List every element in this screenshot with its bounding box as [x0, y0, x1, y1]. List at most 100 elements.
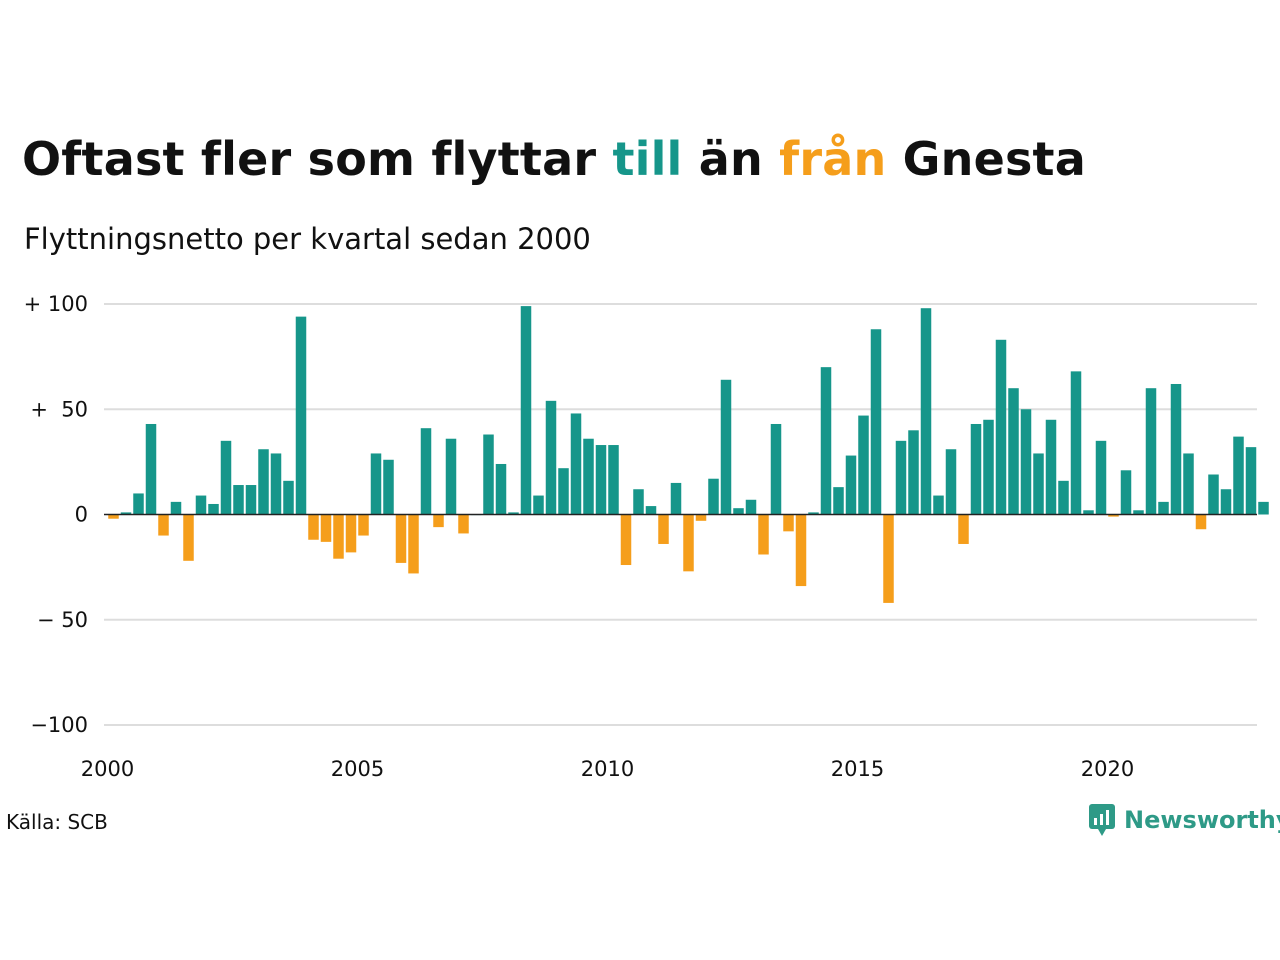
bar-2005Q3 [383, 459, 394, 515]
bar-2006Q2 [420, 428, 432, 515]
bar-2005Q4 [395, 514, 407, 563]
bar-2011Q4 [695, 514, 707, 521]
bar-2016Q1 [908, 430, 919, 515]
bar-2018Q4 [1045, 419, 1057, 515]
bar-2012Q4 [745, 499, 757, 515]
title-positive-word: till [612, 132, 683, 186]
chart-title: Oftast fler som flyttar till än från Gne… [22, 132, 1086, 186]
bar-2015Q3 [883, 514, 894, 603]
bar-2001Q1 [158, 514, 169, 536]
bar-2016Q2 [920, 308, 932, 515]
newsworthy-logo-icon [1089, 804, 1115, 836]
bar-2001Q2 [170, 501, 182, 515]
y-tick-label: − 50 [37, 608, 88, 632]
bar-2009Q2 [570, 413, 582, 515]
brand-name: Newsworthy [1124, 806, 1280, 834]
bar-2015Q1 [858, 415, 869, 515]
bar-2000Q2 [120, 512, 132, 515]
bar-2008Q2 [520, 306, 532, 515]
bar-2013Q4 [795, 514, 807, 587]
bar-2003Q2 [270, 453, 282, 515]
bar-2013Q2 [770, 423, 782, 515]
chart-subtitle: Flyttningsnetto per kvartal sedan 2000 [24, 222, 591, 256]
bar-2021Q3 [1183, 453, 1194, 515]
bar-2009Q3 [583, 438, 594, 515]
bar-2021Q2 [1170, 383, 1182, 515]
bar-2000Q4 [145, 423, 157, 515]
bar-2009Q1 [558, 468, 569, 515]
bar-2006Q3 [433, 514, 444, 528]
bar-2004Q1 [308, 514, 319, 540]
bar-2019Q1 [1058, 480, 1069, 515]
gridlines [104, 303, 1257, 726]
bar-2021Q4 [1195, 514, 1207, 530]
source-note: Källa: SCB [6, 810, 108, 834]
title-part-1: Oftast fler som flyttar [22, 132, 613, 186]
bar-2008Q1 [508, 512, 519, 515]
bar-2022Q2 [1220, 489, 1232, 515]
bar-2002Q3 [233, 485, 244, 515]
bar-2018Q3 [1033, 453, 1044, 515]
x-tick-label: 2000 [81, 757, 134, 781]
bars [108, 306, 1269, 603]
x-tick-label: 2010 [581, 757, 634, 781]
y-tick-label: −100 [30, 713, 88, 737]
bar-2000Q3 [133, 493, 144, 515]
bar-2004Q4 [345, 514, 357, 553]
bar-2018Q2 [1020, 409, 1032, 515]
bar-2003Q1 [258, 449, 269, 515]
bar-2003Q4 [295, 316, 307, 515]
bar-2015Q4 [895, 440, 907, 515]
bar-2020Q3 [1133, 510, 1144, 515]
bar-2000Q1 [108, 514, 119, 519]
y-axis-ticks: + 100 + 50 0 − 50 −100 [24, 292, 88, 737]
bar-2006Q4 [445, 438, 457, 515]
title-negative-word: från [779, 132, 887, 186]
bar-chart: + 100 + 50 0 − 50 −100 2000 2005 2010 2015 2020 [24, 292, 1269, 781]
bar-2007Q3 [483, 434, 494, 515]
bar-2012Q1 [708, 478, 719, 515]
bar-2022Q1 [1208, 474, 1219, 515]
bar-2012Q2 [720, 379, 732, 515]
x-tick-label: 2020 [1081, 757, 1134, 781]
bar-2005Q2 [370, 453, 382, 515]
bar-2008Q3 [533, 495, 544, 515]
bar-2018Q1 [1008, 388, 1019, 515]
bar-2012Q3 [733, 508, 744, 515]
bar-2013Q1 [758, 514, 769, 555]
bar-2017Q2 [970, 423, 982, 515]
x-tick-label: 2005 [331, 757, 384, 781]
bar-2011Q1 [658, 514, 669, 544]
bar-2022Q4 [1245, 447, 1257, 515]
x-axis-ticks: 2000 2005 2010 2015 2020 [81, 757, 1134, 781]
bar-2001Q4 [195, 495, 207, 515]
bar-2009Q4 [595, 445, 607, 515]
x-tick-label: 2015 [831, 757, 884, 781]
bar-2017Q4 [995, 339, 1007, 515]
bar-2014Q4 [845, 455, 857, 515]
bar-2010Q3 [633, 489, 644, 515]
bar-2022Q3 [1233, 436, 1244, 515]
bar-2013Q3 [783, 514, 794, 532]
bar-2010Q2 [620, 514, 632, 566]
bar-2002Q1 [208, 503, 219, 515]
bar-2001Q3 [183, 514, 194, 561]
bar-2014Q1 [808, 512, 819, 515]
title-part-2: än [682, 132, 780, 186]
bar-2010Q1 [608, 445, 619, 515]
bar-2019Q4 [1095, 440, 1107, 515]
bar-2020Q1 [1108, 514, 1119, 517]
bar-2023Q1 [1258, 501, 1269, 515]
bar-2011Q2 [670, 482, 682, 515]
bar-2007Q4 [495, 463, 507, 515]
bar-2017Q1 [958, 514, 969, 544]
bar-2008Q4 [545, 400, 557, 515]
bar-2010Q4 [645, 506, 657, 515]
bar-2005Q1 [358, 514, 369, 536]
bar-2004Q2 [320, 514, 332, 542]
bar-2016Q4 [945, 449, 957, 515]
bar-2015Q2 [870, 329, 882, 515]
y-tick-label: + 50 [30, 397, 88, 421]
y-tick-label: 0 [75, 503, 88, 527]
bar-2020Q2 [1120, 470, 1132, 515]
